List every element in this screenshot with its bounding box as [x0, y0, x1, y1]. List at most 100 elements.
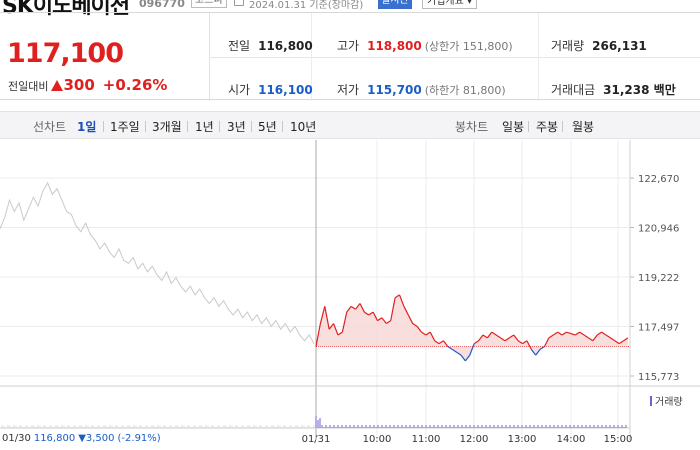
volume-legend: 거래량	[650, 393, 683, 408]
today-line-segment	[385, 320, 392, 325]
today-line-segment	[398, 294, 405, 307]
tab-3m[interactable]: 3개월	[152, 120, 182, 134]
today-line-segment	[333, 323, 339, 336]
candle-chart-label: 봉차트	[455, 120, 489, 134]
today-line-segment	[561, 331, 567, 336]
prev-day-line	[0, 181, 315, 344]
y-tick-label: 115,773	[638, 372, 679, 383]
quote-details-grid: 전일 116,800 고가 118,800 (상한가 151,800) 거래량 266,…	[209, 13, 700, 101]
today-line-segment	[605, 334, 611, 339]
tab-5y[interactable]: 5년	[258, 120, 277, 134]
today-line-segment	[504, 337, 510, 342]
today-line-segment	[447, 346, 453, 350]
today-line-segment	[588, 337, 594, 342]
current-price: 117,100	[7, 38, 124, 69]
today-line-segment	[319, 306, 326, 324]
today-line-segment	[473, 340, 479, 345]
low-price: 저가 115,700 (하한가 81,800)	[337, 83, 506, 97]
today-line-segment	[355, 303, 361, 310]
today-line-segment	[491, 331, 497, 336]
tab-3y[interactable]: 3년	[227, 120, 246, 134]
today-line-segment	[592, 334, 598, 342]
today-line-segment	[421, 331, 427, 336]
today-line-segment	[618, 340, 624, 345]
tab-1d[interactable]: 1일	[77, 120, 97, 134]
x-tick-label: 15:00	[604, 434, 633, 445]
line-chart-label: 선차트	[33, 120, 67, 134]
y-tick-label: 117,497	[638, 323, 679, 334]
today-line-segment	[460, 354, 466, 362]
today-line-segment	[416, 326, 422, 333]
today-line-segment	[425, 331, 431, 336]
price-chart-svg: 122,670120,946119,222117,497115,77301/31…	[0, 140, 700, 445]
today-line-segment	[350, 305, 356, 310]
today-line-segment	[390, 297, 396, 321]
change-label: 전일대비	[8, 80, 49, 93]
tab-monthly-candle[interactable]: 월봉	[572, 120, 595, 134]
today-line-segment	[610, 337, 616, 342]
today-line-segment	[482, 334, 488, 339]
today-line-segment	[368, 311, 374, 316]
x-tick-label: 10:00	[363, 434, 392, 445]
y-tick-label: 119,222	[638, 273, 679, 284]
prev-close: 전일 116,800	[228, 39, 313, 53]
company-overview-button[interactable]: 기업개요 ▾	[422, 0, 477, 9]
today-line-segment	[601, 331, 607, 336]
change-value: 300	[63, 76, 95, 94]
today-line-segment	[469, 343, 475, 356]
today-line-segment	[315, 323, 321, 347]
today-line-segment	[566, 331, 572, 335]
trade-amount: 거래대금 31,238 백만	[551, 83, 676, 97]
today-line-segment	[359, 303, 365, 313]
quote-panel: 117,100 전일대비 300 +0.26% 전일 116,800 고가 118,80…	[0, 12, 700, 101]
today-line-segment	[579, 331, 585, 336]
today-line-segment	[394, 294, 400, 299]
triangle-up-icon	[51, 80, 64, 91]
today-line-segment	[552, 331, 559, 336]
market-badge: 코스피	[191, 0, 227, 8]
trade-volume: 거래량 266,131	[551, 39, 647, 53]
tab-1y[interactable]: 1년	[195, 120, 214, 134]
today-line-segment	[364, 311, 370, 316]
realtime-button[interactable]: 실시간	[378, 0, 412, 9]
today-line-segment	[526, 340, 532, 350]
today-line-segment	[548, 334, 554, 339]
high-price: 고가 118,800 (상한가 151,800)	[337, 39, 513, 53]
tab-weekly-candle[interactable]: 주봉	[536, 120, 559, 134]
tab-10y[interactable]: 10년	[290, 120, 317, 134]
price-change: 전일대비 300 +0.26%	[8, 75, 167, 94]
today-line-segment	[535, 349, 541, 356]
prev-day-info: 01/30 116,800 ▼3,500 (-2.91%)	[2, 433, 161, 444]
change-percent: +0.26%	[102, 76, 168, 94]
today-line-segment	[522, 340, 528, 345]
today-line-segment	[539, 346, 545, 350]
today-line-segment	[372, 311, 379, 321]
today-line-segment	[596, 331, 602, 336]
chart-period-tabs: 선차트 1일 1주일 3개월 1년 3년 5년 10년 봉차트 일봉 주봉 월봉	[0, 111, 700, 139]
y-tick-label: 122,670	[638, 174, 679, 185]
today-line-segment	[407, 314, 414, 324]
today-line-segment	[328, 323, 335, 330]
today-line-segment	[574, 331, 580, 336]
today-line-segment	[341, 311, 348, 333]
today-line-segment	[438, 340, 444, 345]
today-line-segment	[434, 340, 440, 345]
tab-1w[interactable]: 1주일	[110, 120, 140, 134]
price-chart[interactable]: 122,670 120,946 119,222 117,497 115,773 01/31…	[0, 140, 700, 450]
as-of-date: 2024.01.31 기준(장마감)	[249, 0, 364, 11]
today-line-segment	[495, 334, 501, 339]
today-area-fill	[316, 294, 628, 361]
x-tick-label: 14:00	[557, 434, 586, 445]
x-tick-label: 13:00	[508, 434, 537, 445]
today-line-segment	[451, 348, 457, 353]
stock-header: SK이노베이션 096770 코스피 2024.01.31 기준(장마감) 실시…	[0, 0, 700, 19]
today-line-segment	[464, 354, 471, 362]
today-line-segment	[530, 349, 537, 356]
today-line-segment	[442, 340, 449, 347]
today-line-segment	[346, 305, 352, 313]
stock-name[interactable]: SK이노베이션	[2, 0, 130, 19]
today-line-segment	[614, 340, 620, 345]
tab-daily-candle[interactable]: 일봉	[502, 120, 525, 134]
today-line-segment	[429, 331, 436, 342]
today-line-segment	[513, 334, 519, 342]
